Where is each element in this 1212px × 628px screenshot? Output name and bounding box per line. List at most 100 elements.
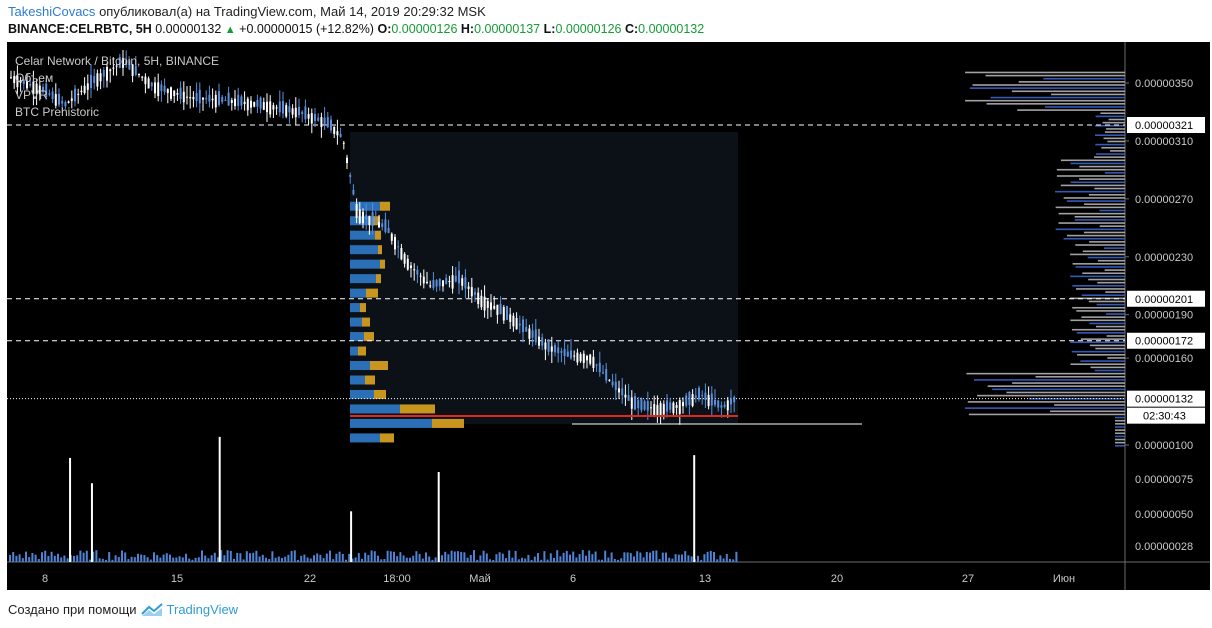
volume-bar <box>473 550 475 562</box>
candle-body <box>659 403 662 417</box>
inner-profile-gold <box>375 230 381 240</box>
author-link[interactable]: TakeshiCovacs <box>8 4 96 19</box>
footer-brand[interactable]: TradingView <box>166 602 239 617</box>
candle-body <box>198 89 201 104</box>
volume-bar <box>620 558 623 562</box>
chart-area[interactable]: 0.00000321 0.00000201 0.00000172 0.00000132… <box>7 42 1210 590</box>
candle-body <box>326 117 329 128</box>
open-value: 0.00000126 <box>391 22 458 36</box>
candle-body <box>272 105 275 110</box>
time-tick-label: 18:00 <box>383 573 411 585</box>
vpvr-bar <box>1077 354 1125 356</box>
volume-bar <box>370 550 373 562</box>
candle-body <box>518 323 521 326</box>
vpvr-bar <box>1088 278 1125 281</box>
candle-body <box>125 60 128 65</box>
vpvr-bar <box>1081 294 1125 297</box>
volume-bar <box>34 554 37 562</box>
vpvr-bar <box>1074 219 1125 221</box>
candle-body <box>576 352 579 363</box>
volume-bar <box>409 557 411 562</box>
candle-body <box>730 398 732 405</box>
volume-bar <box>44 550 47 562</box>
level-price-label: 0.00000321 <box>1135 120 1193 132</box>
candle-body <box>634 396 636 410</box>
volume-bar <box>53 555 56 562</box>
inner-profile-blue <box>350 375 365 385</box>
price-axis-strip <box>1125 42 1210 590</box>
vpvr-bar <box>1088 194 1125 196</box>
candle-body <box>202 97 204 100</box>
volume-bar <box>393 551 395 562</box>
volume-bar <box>229 550 232 562</box>
candle-body <box>579 354 582 362</box>
candle-body <box>461 278 464 286</box>
volume-bar <box>41 552 43 562</box>
candle-body <box>259 97 262 109</box>
inner-profile-gold <box>380 433 394 443</box>
candle-body <box>522 319 524 333</box>
candle-body <box>330 119 332 131</box>
volume-spike <box>90 483 93 562</box>
vpvr-bar <box>1058 212 1125 215</box>
vpvr-bar <box>1106 335 1125 337</box>
inner-profile-gold <box>362 317 370 327</box>
volume-bar <box>82 552 85 562</box>
candle-body <box>368 215 371 226</box>
vpvr-bar <box>1075 288 1125 290</box>
volume-bar <box>722 558 725 562</box>
candle-body <box>154 82 156 94</box>
candle-body <box>301 111 304 115</box>
candle-body <box>678 400 681 414</box>
volume-bar <box>412 555 415 562</box>
volume-bar <box>553 557 555 562</box>
candle-body <box>419 275 422 277</box>
candle-body <box>58 93 60 105</box>
legend-item-volume[interactable]: Объем <box>15 71 54 85</box>
volume-bar <box>645 551 648 562</box>
candle-body <box>320 117 323 128</box>
volume-bar <box>95 550 98 562</box>
last-price: 0.00000132 <box>155 22 222 36</box>
legend-item-vpvr[interactable]: VPVR <box>15 88 48 102</box>
volume-bar <box>725 554 728 562</box>
vpvr-bar <box>1099 209 1125 212</box>
candle-body <box>637 400 640 409</box>
vpvr-bar <box>1082 250 1125 253</box>
volume-bar <box>380 559 383 562</box>
volume-bar <box>505 558 507 562</box>
candle-body <box>342 142 345 144</box>
level-price-label: 0.00000132 <box>1135 394 1193 406</box>
volume-bar <box>335 553 338 562</box>
volume-bar <box>89 559 91 562</box>
volume-bar <box>143 555 146 562</box>
inner-profile-gold <box>380 259 385 269</box>
candle-body <box>586 355 588 361</box>
candle-body <box>611 381 614 386</box>
candle-body <box>477 292 480 305</box>
volume-tick-label: 0.00000028 <box>1135 541 1193 553</box>
volume-bar <box>172 557 175 562</box>
price-tick-label: 0.00000230 <box>1135 252 1193 264</box>
legend-item-btc-prehistoric[interactable]: BTC Prehistoric <box>15 105 100 119</box>
volume-bar <box>661 552 664 562</box>
volume-bar <box>325 553 328 562</box>
volume-bar <box>629 553 632 562</box>
vpvr-bar <box>1096 325 1125 328</box>
vpvr-bar <box>1105 313 1125 315</box>
vpvr-bar <box>1063 237 1125 240</box>
vpvr-bar <box>1096 303 1125 306</box>
volume-bar <box>425 552 427 562</box>
candle-body <box>413 269 416 271</box>
time-tick-label: 22 <box>304 573 316 585</box>
vpvr-bar <box>987 385 1125 387</box>
volume-bar <box>341 553 344 562</box>
candle-body <box>93 76 96 84</box>
volume-bar <box>105 559 107 562</box>
volume-bar <box>511 557 514 562</box>
vpvr-bar <box>1115 429 1125 431</box>
close-label: C: <box>624 22 639 36</box>
vpvr-bar <box>1080 338 1125 340</box>
inner-profile-blue <box>350 418 432 428</box>
candle-body <box>694 395 697 398</box>
